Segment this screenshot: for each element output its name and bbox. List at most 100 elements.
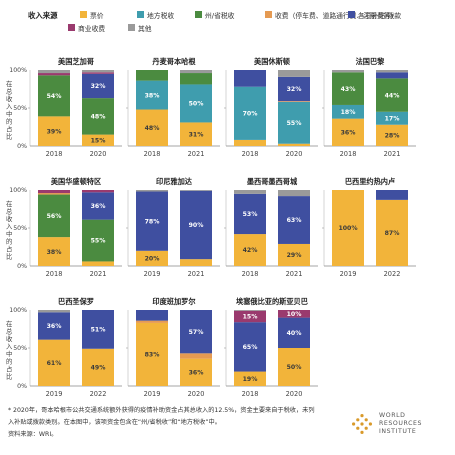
bar-segment-subsidy bbox=[180, 310, 212, 354]
panel-9: 印度班加罗尔 83% 2019 36% 57% 2020 bbox=[126, 297, 220, 398]
legend-label-fare: 票价 bbox=[90, 12, 104, 20]
bar-segment-fare bbox=[38, 339, 70, 386]
legend-item-local_tax: 地方税收 bbox=[137, 11, 174, 20]
x-tick-label: 2019 bbox=[46, 390, 63, 398]
bar-segment-other bbox=[376, 70, 408, 73]
data-label-subsidy: 40% bbox=[287, 330, 302, 337]
bar-segment-subsidy bbox=[82, 73, 114, 99]
y-axis-label: 中 bbox=[6, 349, 12, 358]
bar-segment-local_tax bbox=[180, 84, 212, 123]
y-tick-label: 100% bbox=[9, 307, 27, 314]
data-label-fare: 83% bbox=[145, 352, 160, 359]
y-axis-label: 收 bbox=[6, 94, 13, 103]
legend-swatch-subsidy bbox=[348, 11, 355, 18]
x-tick-label: 2019 bbox=[144, 270, 161, 278]
x-tick-label: 2018 bbox=[46, 150, 63, 158]
logo-dot bbox=[364, 418, 368, 422]
bar-segment-subsidy bbox=[278, 196, 310, 244]
footnote-source: 资料来源：WRI。 bbox=[8, 430, 57, 438]
legend-label-state_tax: 州/省税收 bbox=[205, 11, 235, 20]
bar-segment-subsidy bbox=[234, 193, 266, 235]
y-tick-label: 50% bbox=[13, 105, 27, 112]
panel-title: 法国巴黎 bbox=[356, 57, 386, 66]
bar-segment-subsidy bbox=[136, 191, 168, 251]
bar-segment-commercial bbox=[234, 310, 266, 323]
bar-segment-fare bbox=[82, 261, 114, 266]
y-axis-label: 入 bbox=[6, 223, 13, 231]
x-tick-label: 2019 bbox=[340, 270, 357, 278]
legend-swatch-fees bbox=[265, 11, 272, 18]
panel-2: 美国休斯顿 70% 2018 55% 32% 2020 bbox=[224, 57, 318, 158]
bar-segment-fees bbox=[136, 320, 168, 323]
panels: 在总收入中的占比100%50%0%在总收入中的占比100%50%0%在总收入中的… bbox=[6, 57, 416, 398]
bar-segment-local_tax bbox=[234, 86, 266, 140]
bar-segment-local_tax bbox=[376, 111, 408, 125]
bar-segment-fees bbox=[38, 193, 70, 195]
legend-label-subsidy: 各项补贴/拨款 bbox=[358, 11, 401, 20]
legend-item-other: 其他 bbox=[128, 24, 152, 33]
bar-segment-subsidy bbox=[82, 192, 114, 220]
y-axis-label: 比 bbox=[6, 372, 13, 381]
data-label-subsidy: 32% bbox=[287, 86, 302, 93]
legend-label-local_tax: 地方税收 bbox=[147, 11, 174, 20]
data-label-fare: 36% bbox=[341, 130, 356, 137]
data-label-fare: 19% bbox=[243, 376, 258, 383]
data-label-fare: 28% bbox=[385, 133, 400, 140]
footnote-line-2: 入补贴或拨款类别。在本图中，该项资金包含在“州/省税收”和“地方税收”中。 bbox=[8, 418, 221, 426]
data-label-fare: 61% bbox=[47, 360, 62, 367]
x-tick-label: 2018 bbox=[46, 270, 63, 278]
bar-segment-other bbox=[332, 70, 364, 73]
x-tick-label: 2020 bbox=[90, 150, 107, 158]
panel-0: 美国芝加哥 39% 54% 2018 15% 48% 32% 2020 bbox=[28, 57, 122, 158]
logo-dot bbox=[368, 422, 372, 426]
footer: * 2020年，哥本哈根市公共交通系统额外获得的疫情补助资金占其总收入的12.5… bbox=[8, 406, 315, 438]
bar-segment-fare bbox=[278, 143, 310, 146]
bar-segment-subsidy bbox=[278, 317, 310, 348]
logo-dot bbox=[360, 422, 364, 426]
logo-dot bbox=[364, 426, 368, 430]
bar-segment-other bbox=[180, 70, 212, 74]
bar-segment-subsidy bbox=[376, 190, 408, 200]
x-tick-label: 2020 bbox=[188, 390, 205, 398]
data-label-subsidy: 63% bbox=[287, 217, 302, 224]
panel-title: 巴西里约热内卢 bbox=[345, 177, 395, 186]
bar-segment-subsidy bbox=[376, 72, 408, 79]
legend-title: 收入来源 bbox=[28, 11, 58, 20]
data-label-fare: 31% bbox=[189, 131, 204, 138]
logo-dot bbox=[352, 422, 356, 426]
panel-title: 印度班加罗尔 bbox=[152, 297, 196, 306]
bar-segment-other bbox=[278, 70, 310, 77]
data-label-fare: 42% bbox=[243, 247, 258, 254]
bar-segment-local_tax bbox=[278, 101, 310, 144]
y-tick-label: 50% bbox=[13, 225, 27, 232]
y-axis-label: 总 bbox=[6, 327, 13, 336]
legend-item-fees: 收费（停车费、道路通行费、注册费等） bbox=[265, 11, 397, 20]
y-axis-label: 在 bbox=[6, 79, 12, 88]
panel-title: 巴西圣保罗 bbox=[58, 297, 94, 306]
data-label-subsidy: 90% bbox=[189, 222, 204, 229]
bar-segment-local_tax bbox=[332, 104, 364, 119]
bar-segment-fare bbox=[136, 109, 168, 146]
data-label-fare: 100% bbox=[338, 225, 357, 232]
legend-label-commercial: 商业收费 bbox=[78, 24, 105, 33]
legend-swatch-fare bbox=[80, 11, 87, 18]
bar-segment-state_tax bbox=[38, 75, 70, 117]
data-label-subsidy: 53% bbox=[243, 211, 258, 218]
bar-segment-fare bbox=[38, 116, 70, 146]
x-tick-label: 2018 bbox=[242, 390, 259, 398]
bar-segment-state_tax bbox=[136, 70, 168, 81]
x-tick-label: 2018 bbox=[242, 270, 259, 278]
data-label-fare: 50% bbox=[287, 364, 302, 371]
panel-title: 丹麦哥本哈根 bbox=[152, 57, 196, 66]
data-label-subsidy: 78% bbox=[145, 218, 160, 225]
data-label-fare: 87% bbox=[385, 230, 400, 237]
panel-7: 巴西里约热内卢 100% 2019 87% 2022 bbox=[322, 177, 416, 278]
data-label-state_tax: 55% bbox=[91, 238, 106, 245]
bar-segment-local_tax bbox=[136, 80, 168, 110]
x-tick-label: 2021 bbox=[188, 150, 205, 158]
bar-segment-fare bbox=[234, 234, 266, 266]
data-label-local_tax: 18% bbox=[341, 109, 356, 116]
logo-dot bbox=[360, 430, 364, 434]
bar-segment-subsidy bbox=[82, 310, 114, 349]
